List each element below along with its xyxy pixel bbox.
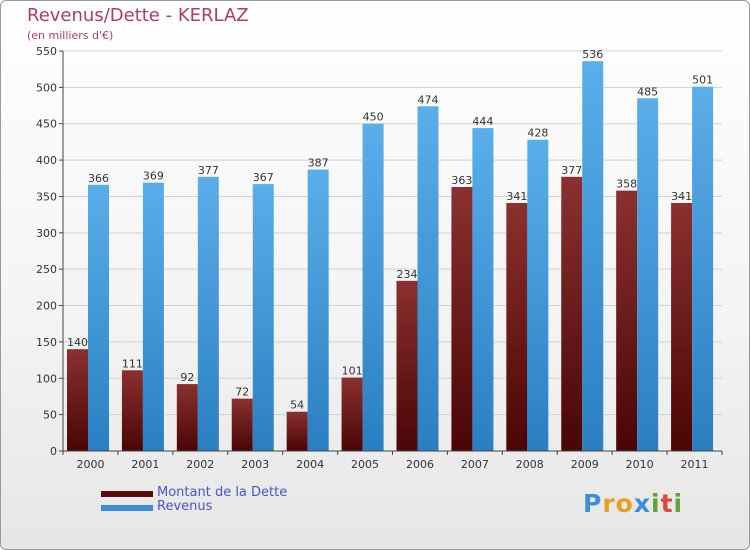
logo-letter: i — [673, 489, 684, 518]
x-tick-label: 2010 — [626, 458, 654, 471]
debt-bar — [561, 176, 583, 451]
logo-letter: t — [660, 489, 674, 518]
y-tick-label: 300 — [36, 227, 57, 240]
x-tick-label: 2002 — [186, 458, 214, 471]
revenue-value-label: 450 — [363, 111, 384, 124]
debt-value-label: 111 — [122, 357, 143, 370]
debt-bar — [506, 203, 528, 451]
chart-title: Revenus/Dette - KERLAZ — [27, 5, 249, 26]
debt-value-label: 234 — [397, 268, 418, 281]
x-tick-label: 2006 — [406, 458, 434, 471]
debt-bar — [286, 411, 308, 451]
revenue-value-label: 366 — [88, 172, 109, 185]
revenue-value-label: 377 — [198, 164, 219, 177]
debt-value-label: 358 — [616, 178, 637, 191]
value-labels: 140 366 111 369 92 377 72 367 54 387 101 450 234 474 3… — [67, 48, 713, 412]
revenue-bar — [637, 98, 659, 451]
debt-bar — [616, 190, 638, 452]
y-tick-label: 100 — [36, 372, 57, 385]
debt-value-label: 101 — [342, 365, 363, 378]
revenue-value-label: 444 — [472, 115, 493, 128]
x-tick-label: 2003 — [241, 458, 269, 471]
revenue-bar — [307, 169, 329, 451]
debt-value-label: 92 — [180, 371, 194, 384]
revenue-bar — [197, 176, 219, 451]
y-tick-label: 500 — [36, 81, 57, 94]
debt-value-label: 341 — [506, 190, 527, 203]
x-axis: 2000 2001 2002 2003 2004 2005 2006 2007 2008 2009… — [62, 450, 723, 471]
revenue-bar — [362, 123, 384, 452]
x-tick-label: 2011 — [681, 458, 709, 471]
debt-value-label: 377 — [561, 164, 582, 177]
revenue-value-label: 387 — [308, 157, 329, 170]
x-tick-label: 2005 — [351, 458, 379, 471]
logo-letter: x — [633, 489, 651, 518]
logo-letter: i — [651, 489, 661, 518]
revenue-bar — [142, 182, 164, 452]
bars — [67, 61, 714, 452]
x-tick-label: 2001 — [131, 458, 159, 471]
revenue-value-label: 485 — [637, 85, 658, 98]
debt-bar — [671, 203, 693, 451]
legend-label-revenus: Revenus — [157, 499, 213, 514]
x-tick-label: 2009 — [571, 458, 599, 471]
legend-swatch-dette — [101, 491, 153, 497]
debt-value-label: 363 — [451, 174, 472, 187]
x-tick-label: 2000 — [76, 458, 104, 471]
debt-bar — [176, 384, 198, 451]
y-tick-label: 250 — [36, 263, 57, 276]
revenue-bar — [527, 139, 549, 451]
revenue-bar — [88, 184, 109, 451]
x-tick-label: 2007 — [461, 458, 489, 471]
x-tick-label: 2004 — [296, 458, 324, 471]
debt-bar — [451, 187, 473, 451]
y-tick-label: 0 — [50, 445, 57, 458]
revenue-bar — [692, 86, 714, 452]
y-tick-label: 550 — [36, 45, 57, 58]
legend-swatch-revenus — [101, 505, 153, 511]
revenue-value-label: 428 — [527, 127, 548, 140]
y-tick-label: 150 — [36, 336, 57, 349]
revenue-value-label: 367 — [253, 171, 274, 184]
revenue-value-label: 369 — [143, 170, 164, 183]
y-tick-label: 200 — [36, 300, 57, 313]
y-tick-label: 450 — [36, 118, 57, 131]
debt-value-label: 140 — [67, 336, 88, 349]
chart-subtitle: (en milliers d'€) — [27, 29, 114, 42]
revenue-bar — [582, 61, 604, 451]
debt-bar — [231, 398, 253, 451]
debt-bar — [67, 349, 88, 451]
logo-letter: P — [583, 489, 603, 518]
y-tick-label: 350 — [36, 190, 57, 203]
debt-bar — [396, 280, 418, 451]
y-tick-label: 400 — [36, 154, 57, 167]
revenue-bar — [472, 128, 494, 451]
grid-lines — [63, 50, 722, 416]
debt-value-label: 341 — [671, 190, 692, 203]
debt-bar — [341, 377, 363, 451]
x-tick-label: 2008 — [516, 458, 544, 471]
proxiti-logo: Proxiti — [583, 489, 683, 518]
debt-value-label: 72 — [235, 386, 249, 399]
debt-value-label: 54 — [290, 399, 304, 412]
revenue-value-label: 536 — [582, 48, 603, 61]
revenue-value-label: 474 — [418, 93, 439, 106]
revenue-value-label: 501 — [692, 74, 713, 87]
y-axis: 0 50 100 150 200 250 300 350 400 450 500 550 — [36, 45, 64, 458]
y-tick-label: 50 — [43, 409, 57, 422]
revenue-bar — [417, 106, 439, 451]
logo-letter: o — [615, 489, 634, 518]
logo-letter: r — [602, 489, 616, 518]
debt-bar — [121, 370, 143, 451]
revenue-bar — [252, 184, 274, 451]
legend-label-dette: Montant de la Dette — [157, 485, 288, 500]
